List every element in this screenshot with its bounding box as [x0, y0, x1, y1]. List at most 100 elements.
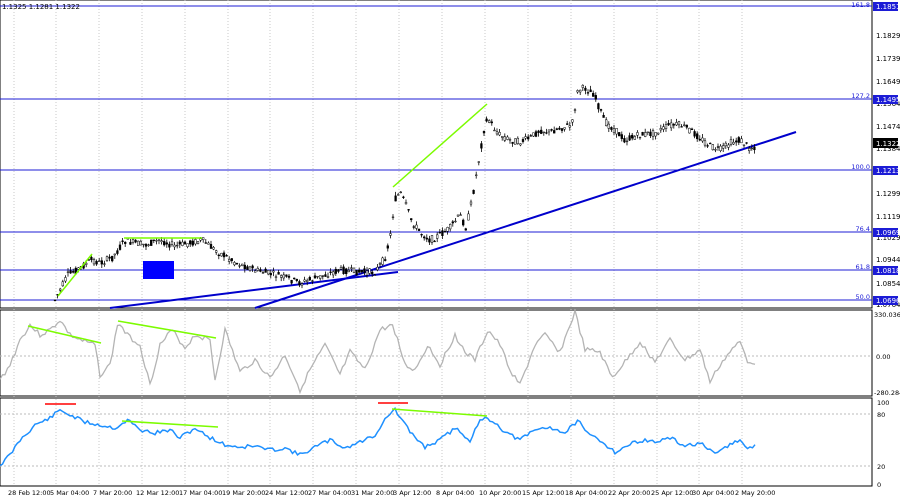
candle-body	[61, 281, 64, 287]
time-tick-3: 7 Mar 20:00	[93, 489, 132, 497]
candle-body	[100, 260, 103, 265]
rsi-divergence-line-2[interactable]	[391, 408, 488, 417]
candle-body	[386, 245, 389, 249]
candle-body	[139, 241, 142, 246]
candle-body	[670, 122, 673, 129]
candle-body	[488, 120, 491, 123]
candle-body	[363, 268, 366, 273]
price-divergence-lines	[57, 103, 488, 297]
candle-body	[313, 275, 317, 279]
candle-body	[662, 126, 665, 130]
candle-body	[98, 260, 101, 262]
candle-body	[425, 237, 428, 240]
candle-body	[293, 277, 296, 280]
candle-body	[693, 131, 696, 137]
candle-body	[368, 268, 371, 274]
candle-body	[189, 240, 192, 245]
candle-body	[555, 128, 558, 130]
candle-body	[202, 237, 205, 240]
rsi-tick-80: 80	[877, 411, 885, 419]
candle-body	[423, 236, 426, 239]
candle-body	[287, 275, 291, 278]
candle-body	[144, 244, 148, 247]
candle-body	[350, 267, 353, 269]
candle-body	[215, 250, 218, 253]
candle-body	[438, 232, 441, 234]
candle-body	[534, 131, 538, 137]
candle-body	[620, 134, 623, 139]
candle-body	[516, 137, 519, 144]
candle-body	[493, 129, 496, 132]
divergence-line-1[interactable]	[57, 253, 93, 297]
candle-body	[735, 140, 738, 143]
rsi-divergence-line-1[interactable]	[121, 420, 219, 428]
fibo-price-100: 1.1213	[876, 167, 900, 175]
candle-body	[706, 145, 709, 147]
candle-body	[482, 130, 486, 134]
rsi-tick-100: 100	[877, 399, 889, 407]
candle-body	[745, 142, 748, 144]
candle-body	[233, 262, 236, 266]
candle-body	[475, 174, 478, 176]
candle-body	[277, 272, 280, 275]
time-tick-9: 31 Mar 20:00	[351, 489, 394, 497]
time-tick-18: 2 May 20:00	[735, 489, 775, 497]
candle-body	[568, 125, 571, 128]
candle-body	[592, 92, 595, 97]
candle-body	[456, 214, 460, 217]
candle-body	[430, 235, 434, 243]
symbol-ohlc-header: 1.1325 1.1281 1.1322	[2, 3, 80, 11]
candle-body	[503, 136, 506, 141]
candle-body	[319, 275, 322, 279]
candle-body	[644, 132, 647, 137]
candle-body	[716, 146, 720, 148]
divergence-line-3[interactable]	[392, 103, 488, 188]
candle-body	[66, 271, 70, 273]
candle-body	[688, 127, 691, 134]
candle-body	[371, 271, 374, 275]
price-tick-9: 1.1029	[876, 234, 900, 242]
support-trend-line-long[interactable]	[254, 131, 797, 309]
time-tick-15: 22 Apr 20:00	[608, 489, 650, 497]
candle-body	[176, 244, 179, 247]
cci-divergence-line-1[interactable]	[27, 325, 102, 344]
candle-body	[495, 131, 499, 135]
fibo-label-100: 100.0	[851, 163, 870, 171]
candle-body	[417, 228, 421, 231]
candle-body	[352, 267, 356, 273]
candle-body	[295, 278, 298, 281]
candle-body	[581, 85, 584, 88]
candle-body	[300, 283, 304, 286]
candle-body	[280, 275, 283, 278]
candle-body	[228, 259, 231, 262]
cci-pane[interactable]	[0, 309, 873, 397]
cci-divergence-line-2[interactable]	[117, 320, 217, 339]
order-block-rectangle[interactable]	[143, 261, 174, 279]
candle-body	[750, 147, 753, 150]
main-pane[interactable]	[0, 0, 873, 309]
time-tick-13: 15 Apr 12:00	[522, 489, 564, 497]
candle-body	[316, 275, 319, 278]
time-tick-1: 28 Feb 12:00	[8, 489, 51, 497]
candle-body	[248, 266, 252, 271]
price-tick-10: 1.0944	[876, 256, 900, 264]
candle-body	[194, 239, 197, 245]
candle-body	[508, 139, 512, 141]
time-tick-12: 10 Apr 20:00	[479, 489, 521, 497]
candle-body	[467, 213, 470, 221]
candle-body	[623, 138, 626, 143]
candle-body	[618, 132, 621, 137]
candle-body	[737, 137, 740, 143]
candle-body	[553, 130, 556, 134]
candle-body	[402, 196, 405, 198]
candle-body	[183, 241, 187, 245]
candle-body	[329, 271, 332, 273]
fibo-price-127: 1.1495	[876, 96, 900, 104]
candle-body	[698, 139, 701, 141]
candle-body	[446, 227, 449, 232]
price-candles	[53, 84, 756, 302]
candle-body	[677, 121, 681, 126]
candle-body	[64, 277, 67, 282]
candle-body	[485, 118, 488, 122]
